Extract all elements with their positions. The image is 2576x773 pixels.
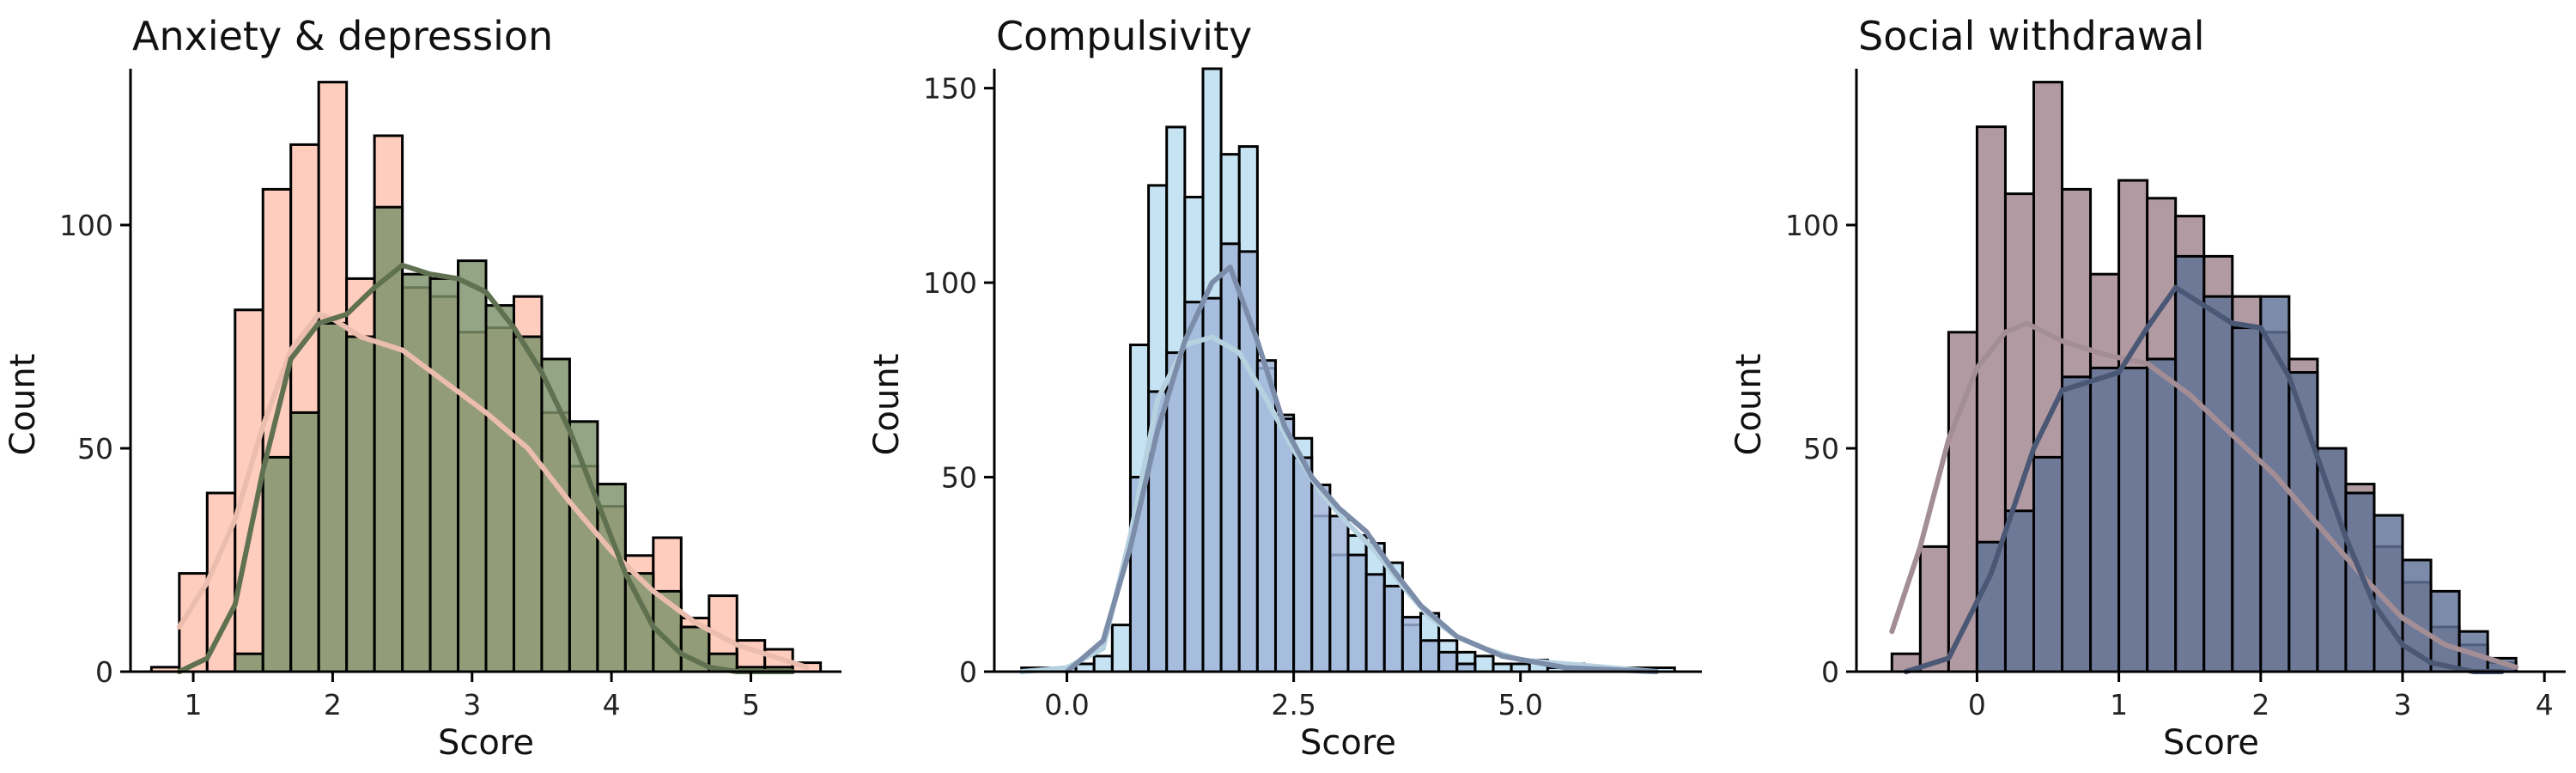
x-tick-label: 1 bbox=[185, 688, 203, 721]
bar bbox=[317, 321, 349, 673]
bar bbox=[1918, 545, 1950, 673]
x-tick-label: 5 bbox=[742, 688, 760, 721]
x-tick-label: 4 bbox=[2536, 688, 2554, 721]
x-axis-label: Score bbox=[1300, 723, 1396, 763]
y-tick-label: 100 bbox=[1785, 209, 1839, 242]
y-tick-label: 0 bbox=[1821, 655, 1839, 689]
y-tick-label: 50 bbox=[1803, 432, 1839, 466]
bar bbox=[1273, 417, 1296, 673]
bar bbox=[512, 335, 544, 673]
x-tick-label: 0 bbox=[1968, 688, 1986, 721]
bar bbox=[2316, 447, 2348, 673]
bar bbox=[484, 304, 515, 673]
series-1-density-line bbox=[1889, 320, 2519, 670]
x-tick-label: 3 bbox=[463, 688, 481, 721]
bar bbox=[1382, 584, 1404, 673]
x-tick-label: 3 bbox=[2394, 688, 2412, 721]
y-tick-label: 0 bbox=[959, 655, 977, 689]
bar bbox=[1346, 553, 1368, 673]
bar bbox=[1110, 624, 1132, 673]
y-tick-label: 100 bbox=[923, 266, 977, 300]
series-1-density-line bbox=[176, 312, 810, 670]
bar bbox=[1328, 514, 1350, 673]
series-2-bars bbox=[1975, 254, 2518, 673]
chart-title: Social withdrawal bbox=[1858, 13, 2205, 59]
bar bbox=[2061, 375, 2093, 673]
x-axis-label: Score bbox=[2163, 723, 2259, 763]
x-tick-label: 2.5 bbox=[1271, 688, 1315, 721]
bar bbox=[261, 455, 293, 673]
bar bbox=[345, 335, 376, 673]
bar bbox=[1400, 616, 1423, 673]
bar bbox=[234, 652, 264, 673]
bar bbox=[1292, 456, 1314, 673]
y-axis-label: Count bbox=[867, 354, 907, 456]
bar bbox=[1183, 301, 1205, 673]
x-tick-label: 1 bbox=[2110, 688, 2128, 721]
series-2-density-line bbox=[1903, 284, 2505, 674]
bar bbox=[1310, 484, 1332, 673]
bar bbox=[1437, 650, 1459, 673]
bar bbox=[2429, 589, 2461, 673]
bar bbox=[1364, 573, 1386, 673]
y-tick-label: 50 bbox=[941, 461, 977, 495]
bar bbox=[1975, 540, 2007, 673]
panel-3: 0 1 2 3 4 0 50 100 Social withdrawal Score Count bbox=[1729, 13, 2566, 763]
bar bbox=[2089, 366, 2121, 673]
x-axis-label: Score bbox=[438, 723, 534, 763]
chart-title: Anxiety & depression bbox=[132, 13, 553, 59]
bar bbox=[401, 272, 432, 673]
bar bbox=[289, 411, 320, 673]
y-tick-label: 150 bbox=[923, 72, 977, 106]
bar bbox=[2003, 509, 2035, 673]
x-tick-label: 0.0 bbox=[1044, 688, 1089, 721]
series-2-density-line bbox=[1064, 264, 1660, 674]
bar bbox=[2174, 254, 2206, 673]
x-tick-label: 2 bbox=[2251, 688, 2269, 721]
x-tick-label: 2 bbox=[324, 688, 342, 721]
bar bbox=[1473, 654, 1495, 673]
bar bbox=[2231, 326, 2263, 673]
x-tick-label: 5.0 bbox=[1498, 688, 1542, 721]
y-tick-label: 50 bbox=[77, 432, 113, 466]
panel-2: 0.0 2.5 5.0 0 50 100 150 Compulsivity Score Count bbox=[867, 13, 1702, 763]
bar bbox=[1092, 654, 1114, 673]
y-axis-label: Count bbox=[1729, 354, 1769, 456]
series-2-density-line bbox=[176, 262, 796, 674]
chart-title: Compulsivity bbox=[996, 13, 1252, 59]
y-tick-label: 0 bbox=[95, 655, 113, 689]
series-2-bars bbox=[1128, 242, 1477, 673]
bar bbox=[428, 277, 460, 673]
y-axis-label: Count bbox=[3, 354, 43, 456]
bar bbox=[457, 259, 488, 673]
bar bbox=[2117, 366, 2149, 673]
bar bbox=[1201, 296, 1223, 673]
bar bbox=[568, 420, 599, 673]
bar bbox=[1219, 242, 1241, 673]
bar bbox=[2032, 455, 2064, 673]
y-tick-label: 100 bbox=[59, 209, 113, 242]
bar bbox=[1419, 639, 1441, 673]
bar bbox=[2146, 357, 2178, 673]
x-tick-label: 4 bbox=[603, 688, 621, 721]
bar bbox=[2202, 295, 2234, 673]
